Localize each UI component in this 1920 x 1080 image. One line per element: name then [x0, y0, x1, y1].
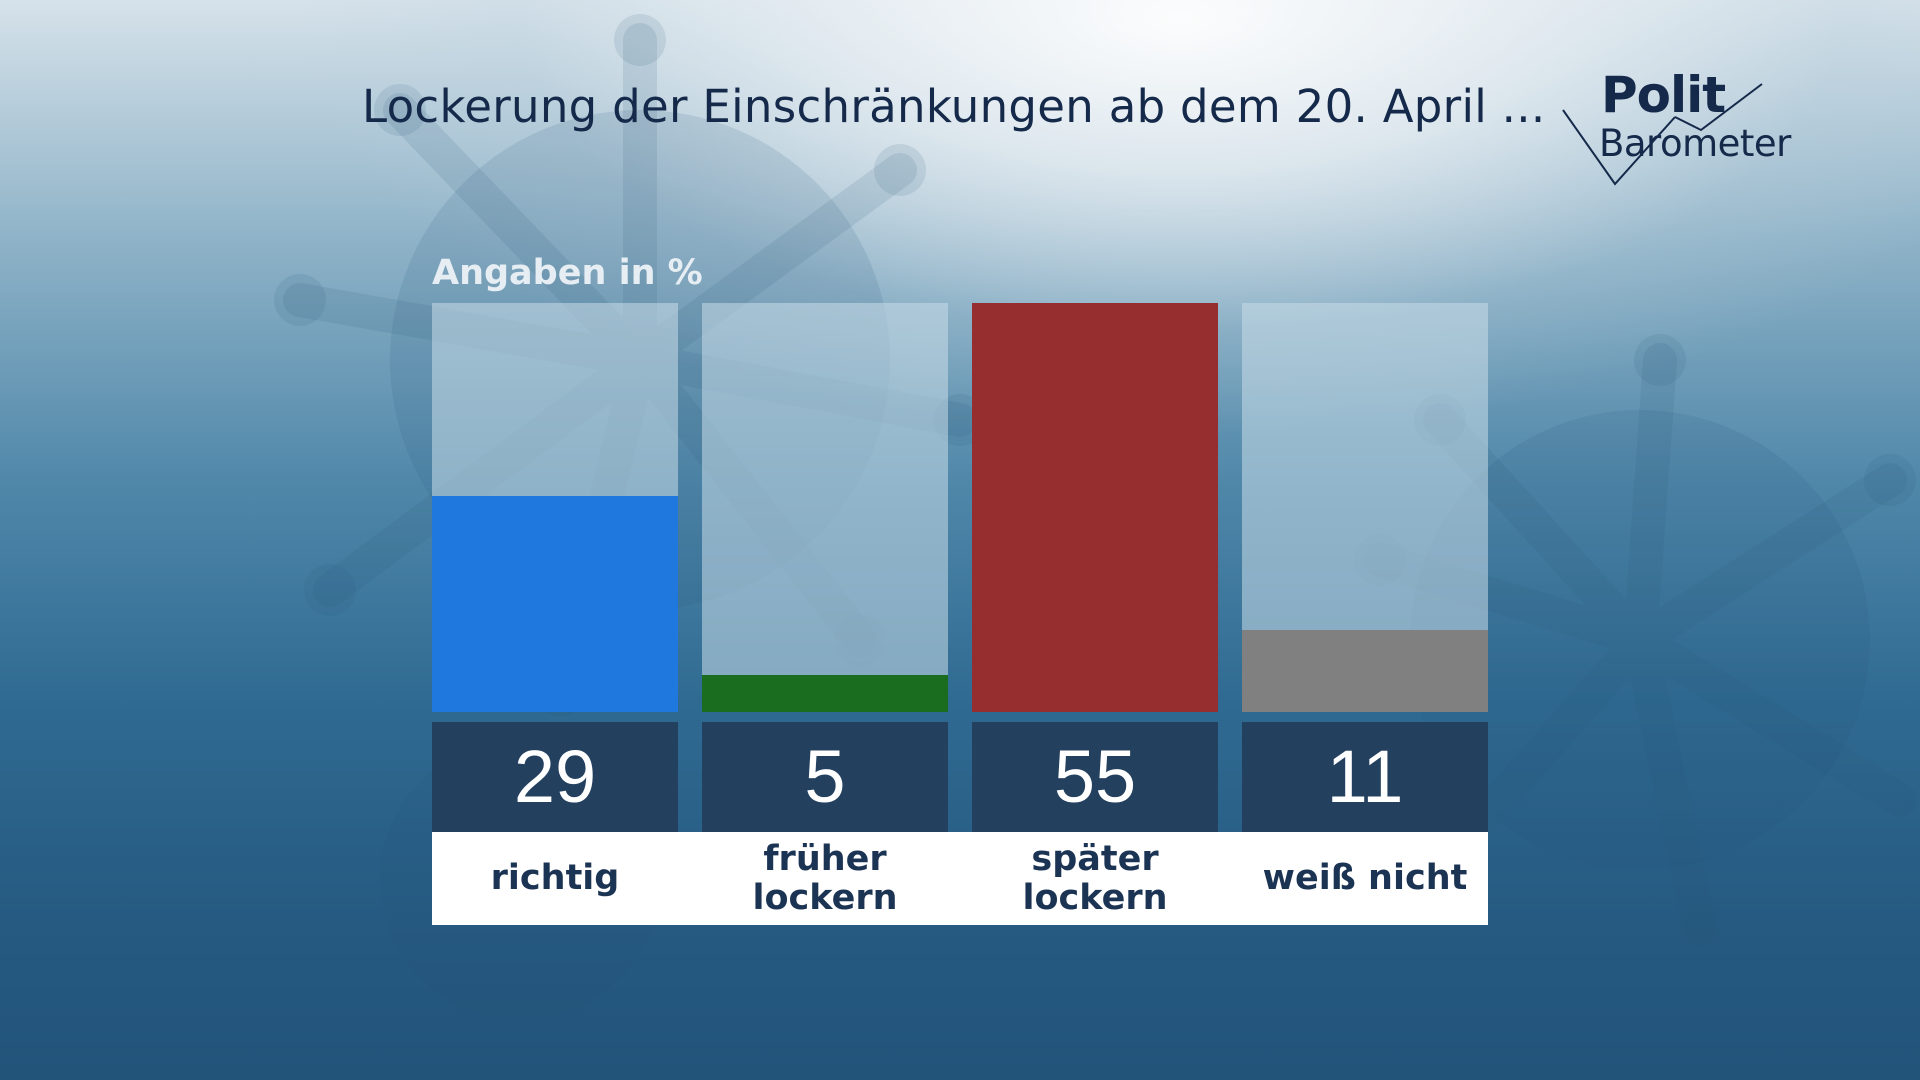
logo-text-polit: Polit	[1601, 66, 1726, 124]
bar-column-frueher-lockern: 5	[702, 303, 948, 925]
bar-frueher-lockern	[702, 675, 948, 712]
value-label-spaeter-lockern: 55	[972, 722, 1218, 832]
value-label-frueher-lockern: 5	[702, 722, 948, 832]
politbarometer-logo: Polit Barometer	[1555, 62, 1805, 192]
category-label-strip	[432, 832, 1488, 925]
bar-track	[972, 303, 1218, 712]
value-label-weiss-nicht: 11	[1242, 722, 1488, 832]
bar-richtig	[432, 496, 678, 712]
bar-column-weiss-nicht: 11	[1242, 303, 1488, 925]
chart-title: Lockerung der Einschränkungen ab dem 20.…	[362, 80, 1546, 133]
bar-spaeter-lockern	[972, 303, 1218, 712]
value-label-richtig: 29	[432, 722, 678, 832]
bar-weiss-nicht	[1242, 630, 1488, 712]
y-axis-unit-label: Angaben in %	[432, 253, 703, 293]
bar-chart: 29 5 55 11 richtig früher lockern später…	[432, 303, 1488, 925]
bar-track	[432, 303, 678, 712]
category-label-spaeter-lockern: später lockern	[1022, 838, 1168, 918]
category-label-richtig: richtig	[490, 858, 620, 898]
category-label-frueher-lockern: früher lockern	[752, 838, 898, 918]
bar-track	[702, 303, 948, 712]
checkmark-icon	[1562, 83, 1763, 186]
logo-text-barometer: Barometer	[1599, 122, 1791, 165]
category-label-weiss-nicht: weiß nicht	[1262, 858, 1468, 898]
bar-column-richtig: 29	[432, 303, 678, 925]
bar-column-spaeter-lockern: 55	[972, 303, 1218, 925]
bar-track	[1242, 303, 1488, 712]
